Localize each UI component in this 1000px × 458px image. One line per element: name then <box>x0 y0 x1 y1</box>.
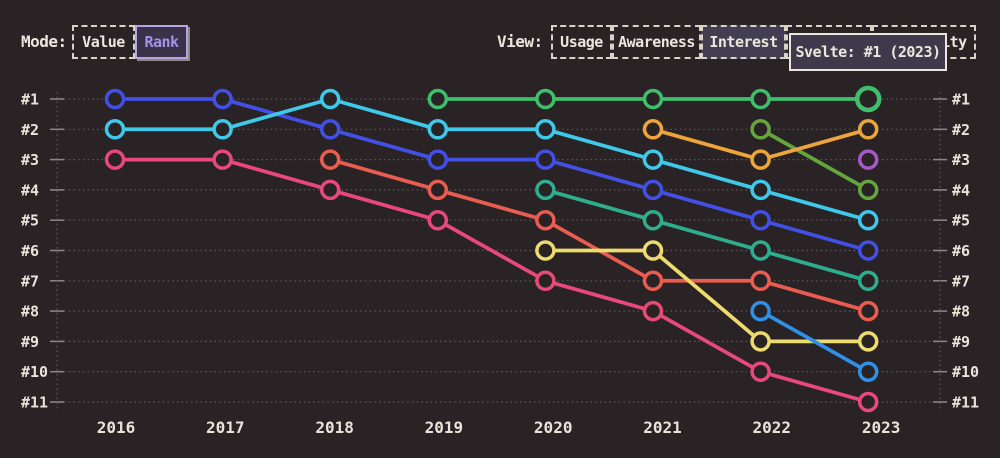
rank-label-right: #10 <box>952 363 979 381</box>
rank-label-left: #10 <box>21 363 48 381</box>
line-pink <box>113 157 871 404</box>
tooltip: Svelte: #1 (2023) <box>789 33 947 71</box>
line-sky <box>758 309 871 374</box>
marker-pink-2023[interactable] <box>857 391 879 413</box>
marker-cyan-2023[interactable] <box>857 209 879 231</box>
line-lime <box>758 127 871 192</box>
marker-teal-2021[interactable] <box>642 209 664 231</box>
year-label: 2018 <box>315 418 354 437</box>
marker-cyan-2018[interactable] <box>319 88 341 110</box>
marker-blue-2020[interactable] <box>535 149 556 170</box>
rank-label-right: #4 <box>952 181 970 199</box>
marker-teal-2022[interactable] <box>750 240 771 261</box>
marker-purple-2023[interactable] <box>857 149 879 170</box>
marker-blue-2021[interactable] <box>642 179 664 201</box>
rank-label-right: #11 <box>952 394 979 412</box>
marker-svelte-2022[interactable] <box>750 88 771 110</box>
marker-sky-2023[interactable] <box>857 361 879 382</box>
marker-svelte-2020[interactable] <box>535 88 556 110</box>
line-cyan <box>113 97 871 223</box>
marker-yellow-2020[interactable] <box>535 240 556 261</box>
marker-teal-2023[interactable] <box>857 270 879 292</box>
rank-label-right: #6 <box>952 242 970 260</box>
rank-label-left: #1 <box>21 91 39 109</box>
year-label: 2022 <box>753 418 792 437</box>
year-label: 2019 <box>425 418 464 437</box>
rank-label-left: #5 <box>21 212 39 230</box>
view-option-usage[interactable]: Usage <box>551 25 612 59</box>
marker-pink-2020[interactable] <box>535 270 556 292</box>
marker-yellow-2022[interactable] <box>750 331 771 352</box>
marker-salmon-2021[interactable] <box>642 270 664 292</box>
marker-orange-2021[interactable] <box>642 119 664 140</box>
line-salmon <box>328 157 871 313</box>
marker-blue-2022[interactable] <box>750 209 771 231</box>
marker-blue-2019[interactable] <box>427 149 449 170</box>
marker-pink-2019[interactable] <box>427 209 449 231</box>
rank-label-right: #7 <box>952 272 970 290</box>
marker-cyan-2017[interactable] <box>212 119 233 140</box>
marker-pink-2018[interactable] <box>319 179 341 201</box>
rank-label-left: #4 <box>21 181 39 199</box>
marker-blue-2017[interactable] <box>212 88 233 110</box>
view-option-awareness[interactable]: Awareness <box>612 25 701 59</box>
view-option-interest[interactable]: Interest <box>701 25 786 59</box>
rank-label-right: #5 <box>952 212 970 230</box>
year-label: 2016 <box>97 418 136 437</box>
rank-label-right: #9 <box>952 333 970 351</box>
marker-cyan-2020[interactable] <box>535 119 556 140</box>
view-label: View: <box>497 32 543 51</box>
marker-salmon-2023[interactable] <box>857 300 879 322</box>
marker-pink-2017[interactable] <box>212 149 233 170</box>
marker-lime-2023[interactable] <box>857 179 879 201</box>
marker-salmon-2019[interactable] <box>427 179 449 201</box>
marker-cyan-2021[interactable] <box>642 149 664 170</box>
marker-salmon-2018[interactable] <box>319 149 341 170</box>
year-label: 2017 <box>206 418 245 437</box>
marker-pink-2016[interactable] <box>104 149 126 170</box>
line-blue <box>113 97 871 253</box>
data-points <box>104 85 882 413</box>
rank-label-right: #1 <box>952 91 970 109</box>
rank-label-right: #8 <box>952 303 970 321</box>
marker-orange-2022[interactable] <box>750 149 771 170</box>
marker-cyan-2016[interactable] <box>104 119 126 140</box>
marker-yellow-2023[interactable] <box>857 331 879 352</box>
marker-blue-2018[interactable] <box>319 119 341 140</box>
marker-svelte-2019[interactable] <box>427 88 449 110</box>
mode-option-rank[interactable]: Rank <box>135 25 188 59</box>
rank-label-left: #8 <box>21 303 39 321</box>
year-label: 2020 <box>534 418 573 437</box>
marker-sky-2022[interactable] <box>750 300 771 322</box>
marker-pink-2022[interactable] <box>750 361 771 382</box>
marker-lime-2022[interactable] <box>750 119 771 140</box>
marker-blue-2016[interactable] <box>104 88 126 110</box>
marker-cyan-2019[interactable] <box>427 119 449 140</box>
rank-label-left: #9 <box>21 333 39 351</box>
gridlines: #1 #1 #2 #2 #3 #3 #4 #4 #5 #5 #6 #6 #7 #7 #8 #8 #9 #9 #10 #… <box>21 91 979 438</box>
rank-label-right: #3 <box>952 151 970 169</box>
mode-option-value[interactable]: Value <box>72 25 135 59</box>
rank-label-left: #11 <box>21 394 48 412</box>
rank-label-right: #2 <box>952 121 970 139</box>
marker-svelte-2023[interactable] <box>854 85 882 113</box>
line-teal <box>543 188 871 283</box>
year-label: 2021 <box>643 418 682 437</box>
marker-cyan-2022[interactable] <box>750 179 771 201</box>
rank-label-left: #3 <box>21 151 39 169</box>
marker-salmon-2022[interactable] <box>750 270 771 292</box>
year-label: 2023 <box>862 418 901 437</box>
marker-pink-2021[interactable] <box>642 300 664 322</box>
marker-orange-2023[interactable] <box>857 119 879 140</box>
rank-label-left: #7 <box>21 272 39 290</box>
marker-yellow-2021[interactable] <box>642 240 664 261</box>
marker-salmon-2020[interactable] <box>535 209 556 231</box>
marker-blue-2023[interactable] <box>857 240 879 261</box>
mode-label: Mode: <box>21 32 67 51</box>
rank-label-left: #6 <box>21 242 39 260</box>
marker-teal-2020[interactable] <box>535 179 556 201</box>
rank-label-left: #2 <box>21 121 39 139</box>
marker-svelte-2021[interactable] <box>642 88 664 110</box>
